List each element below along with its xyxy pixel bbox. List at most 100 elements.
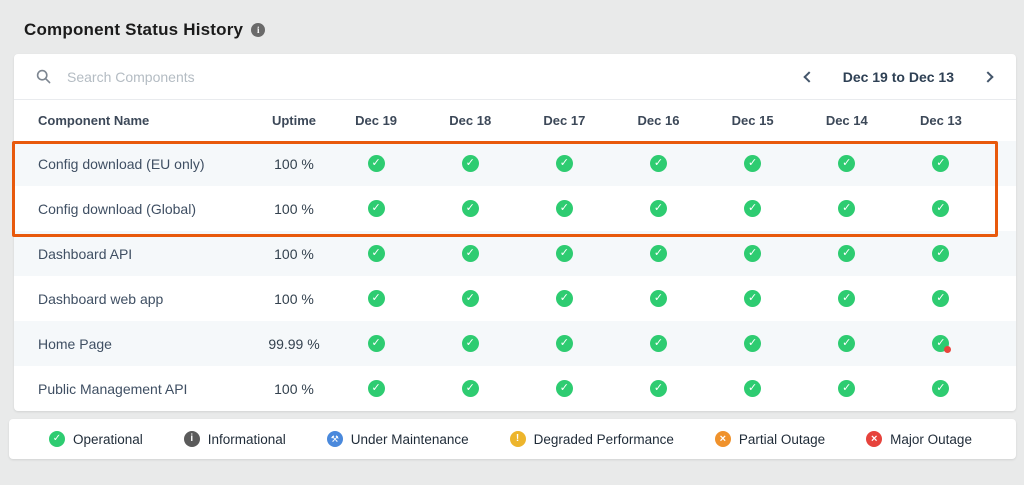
operational-status-icon[interactable]: ✓ <box>838 155 856 172</box>
status-cell: ✓ <box>611 200 705 217</box>
legend-label: Degraded Performance <box>533 431 674 447</box>
operational-status-icon[interactable]: ✓ <box>461 155 479 172</box>
operational-status-icon[interactable]: ✓ <box>367 200 385 217</box>
check-glyph: ✓ <box>653 247 664 259</box>
status-cell: ✓ <box>517 380 611 397</box>
check-glyph: ✓ <box>748 157 758 169</box>
cross-glyph: × <box>719 432 727 445</box>
check-glyph: ✓ <box>653 292 664 304</box>
status-cell: ✓ <box>329 155 423 172</box>
operational-status-icon[interactable]: ✓ <box>461 200 479 217</box>
column-header-uptime: Uptime <box>271 113 317 128</box>
chevron-left-icon[interactable] <box>801 69 817 85</box>
operational-status-icon[interactable]: ✓ <box>838 290 856 307</box>
date-range-label: Dec 19 to Dec 13 <box>842 68 954 85</box>
operational-status-icon[interactable]: ✓ <box>932 290 950 307</box>
operational-status-icon[interactable]: ✓ <box>744 155 762 172</box>
check-glyph: ✓ <box>371 292 381 304</box>
status-cell: ✓ <box>423 290 517 307</box>
operational-status-icon[interactable]: ✓ <box>461 245 479 262</box>
operational-status-icon[interactable]: ✓ <box>932 200 950 217</box>
check-glyph: ✓ <box>559 247 569 259</box>
info-icon[interactable]: i <box>251 23 266 37</box>
operational-status-icon[interactable]: ✓ <box>932 245 950 262</box>
check-glyph: ✓ <box>559 292 569 304</box>
search-input[interactable] <box>67 68 801 85</box>
operational-status-icon[interactable]: ✓ <box>367 335 385 352</box>
check-glyph: ✓ <box>936 337 946 349</box>
status-cell: ✓ <box>423 200 517 217</box>
check-glyph: ✓ <box>842 292 852 304</box>
tools-icon: ⚒ <box>326 431 343 447</box>
status-cell: ✓ <box>894 335 988 353</box>
status-cell: ✓ <box>517 200 611 217</box>
check-glyph: ✓ <box>559 157 569 169</box>
operational-status-icon[interactable]: ✓ <box>932 155 950 172</box>
chevron-right-icon[interactable] <box>980 69 996 85</box>
operational-status-icon[interactable]: ✓ <box>555 155 573 172</box>
check-glyph: ✓ <box>748 202 758 214</box>
check-glyph: ✓ <box>936 292 946 304</box>
status-cell: ✓ <box>800 245 894 262</box>
operational-status-icon[interactable]: ✓ <box>649 380 667 397</box>
status-cell: ✓ <box>517 335 611 352</box>
status-cell: ✓ <box>329 200 423 217</box>
operational-status-icon[interactable]: ✓ <box>367 380 385 397</box>
operational-status-icon[interactable]: ✓ <box>932 380 950 397</box>
operational-status-icon[interactable]: ✓ <box>649 335 667 352</box>
page-header: Component Status History i <box>0 0 1024 54</box>
operational-status-icon[interactable]: ✓ <box>555 200 573 217</box>
check-glyph: ✓ <box>936 157 946 169</box>
operational-status-icon[interactable]: ✓ <box>555 380 573 397</box>
operational-status-icon[interactable]: ✓ <box>555 290 573 307</box>
check-glyph: ✓ <box>842 382 852 394</box>
operational-status-icon[interactable]: ✓ <box>744 200 762 217</box>
operational-status-icon[interactable]: ✓ <box>932 335 952 353</box>
operational-status-icon[interactable]: ✓ <box>649 290 667 307</box>
operational-status-icon[interactable]: ✓ <box>461 335 479 352</box>
table-header-row: Component Name Uptime Dec 19 Dec 18 Dec 17 De… <box>14 100 1016 141</box>
operational-status-icon[interactable]: ✓ <box>744 380 762 397</box>
incident-dot-icon <box>944 346 952 353</box>
operational-status-icon[interactable]: ✓ <box>744 335 762 352</box>
operational-status-icon[interactable]: ✓ <box>649 155 667 172</box>
operational-status-icon[interactable]: ✓ <box>838 335 856 352</box>
status-cell: ✓ <box>611 335 705 352</box>
check-glyph: ✓ <box>371 247 381 259</box>
operational-status-icon[interactable]: ✓ <box>838 200 856 217</box>
status-cell: ✓ <box>423 155 517 172</box>
legend-label: Major Outage <box>890 431 972 447</box>
operational-status-icon[interactable]: ✓ <box>461 380 479 397</box>
operational-status-icon[interactable]: ✓ <box>555 335 573 352</box>
status-cell: ✓ <box>423 335 517 352</box>
exclamation-glyph: ! <box>515 433 520 444</box>
status-cell: ✓ <box>894 290 988 307</box>
operational-status-icon[interactable]: ✓ <box>367 290 385 307</box>
operational-status-icon[interactable]: ✓ <box>838 245 856 262</box>
status-cell: ✓ <box>894 155 988 172</box>
operational-status-icon[interactable]: ✓ <box>367 245 385 262</box>
operational-status-icon[interactable]: ✓ <box>744 245 762 262</box>
operational-status-icon[interactable]: ✓ <box>838 380 856 397</box>
status-cell: ✓ <box>706 245 800 262</box>
status-cell: ✓ <box>706 290 800 307</box>
operational-status-icon[interactable]: ✓ <box>649 245 667 262</box>
status-cell: ✓ <box>800 155 894 172</box>
check-glyph: ✓ <box>936 202 946 214</box>
status-cell: ✓ <box>894 245 988 262</box>
check-glyph: ✓ <box>748 292 758 304</box>
operational-status-icon[interactable]: ✓ <box>744 290 762 307</box>
status-cell: ✓ <box>329 380 423 397</box>
status-cell: ✓ <box>800 290 894 307</box>
operational-status-icon[interactable]: ✓ <box>461 290 479 307</box>
uptime-value: 100 % <box>274 155 314 172</box>
operational-status-icon[interactable]: ✓ <box>367 155 385 172</box>
check-glyph: ✓ <box>653 157 664 169</box>
uptime-value: 100 % <box>274 380 314 397</box>
legend-item-under-maintenance: ⚒ Under Maintenance <box>326 431 469 447</box>
operational-status-icon[interactable]: ✓ <box>555 245 573 262</box>
check-glyph: ✓ <box>465 292 475 304</box>
operational-status-icon[interactable]: ✓ <box>649 200 667 217</box>
component-name: Home Page <box>38 335 112 352</box>
